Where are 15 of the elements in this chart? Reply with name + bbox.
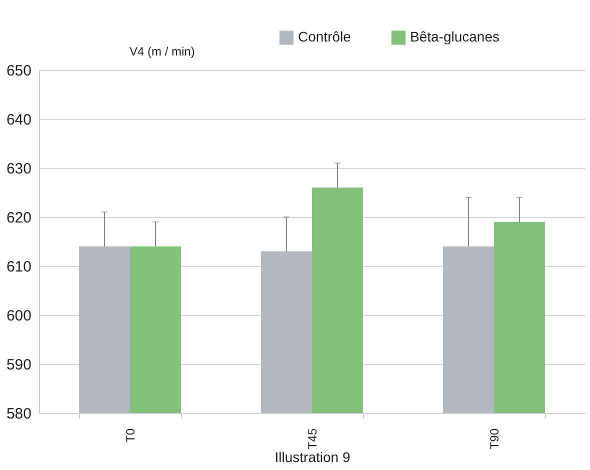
x-tick-label: T0 (124, 428, 138, 443)
y-tick-label: 610 (6, 258, 32, 276)
y-tick-label: 590 (6, 356, 32, 374)
y-tick-label: 580 (6, 406, 32, 422)
y-tick-label: 650 (6, 62, 32, 80)
legend-label: Contrôle (298, 28, 352, 45)
x-axis-title: Illustration 9 (274, 449, 350, 466)
x-tick-label: T45 (306, 428, 320, 450)
x-tick-label: T90 (488, 428, 502, 450)
y-tick-label: 630 (6, 160, 32, 178)
y-tick-label: 640 (6, 112, 32, 128)
legend-label: Bêta-glucanes (410, 28, 500, 45)
y-tick-label: 620 (6, 210, 32, 226)
y-axis-title: V4 (m / min) (130, 44, 195, 58)
y-tick-label: 600 (6, 308, 32, 324)
